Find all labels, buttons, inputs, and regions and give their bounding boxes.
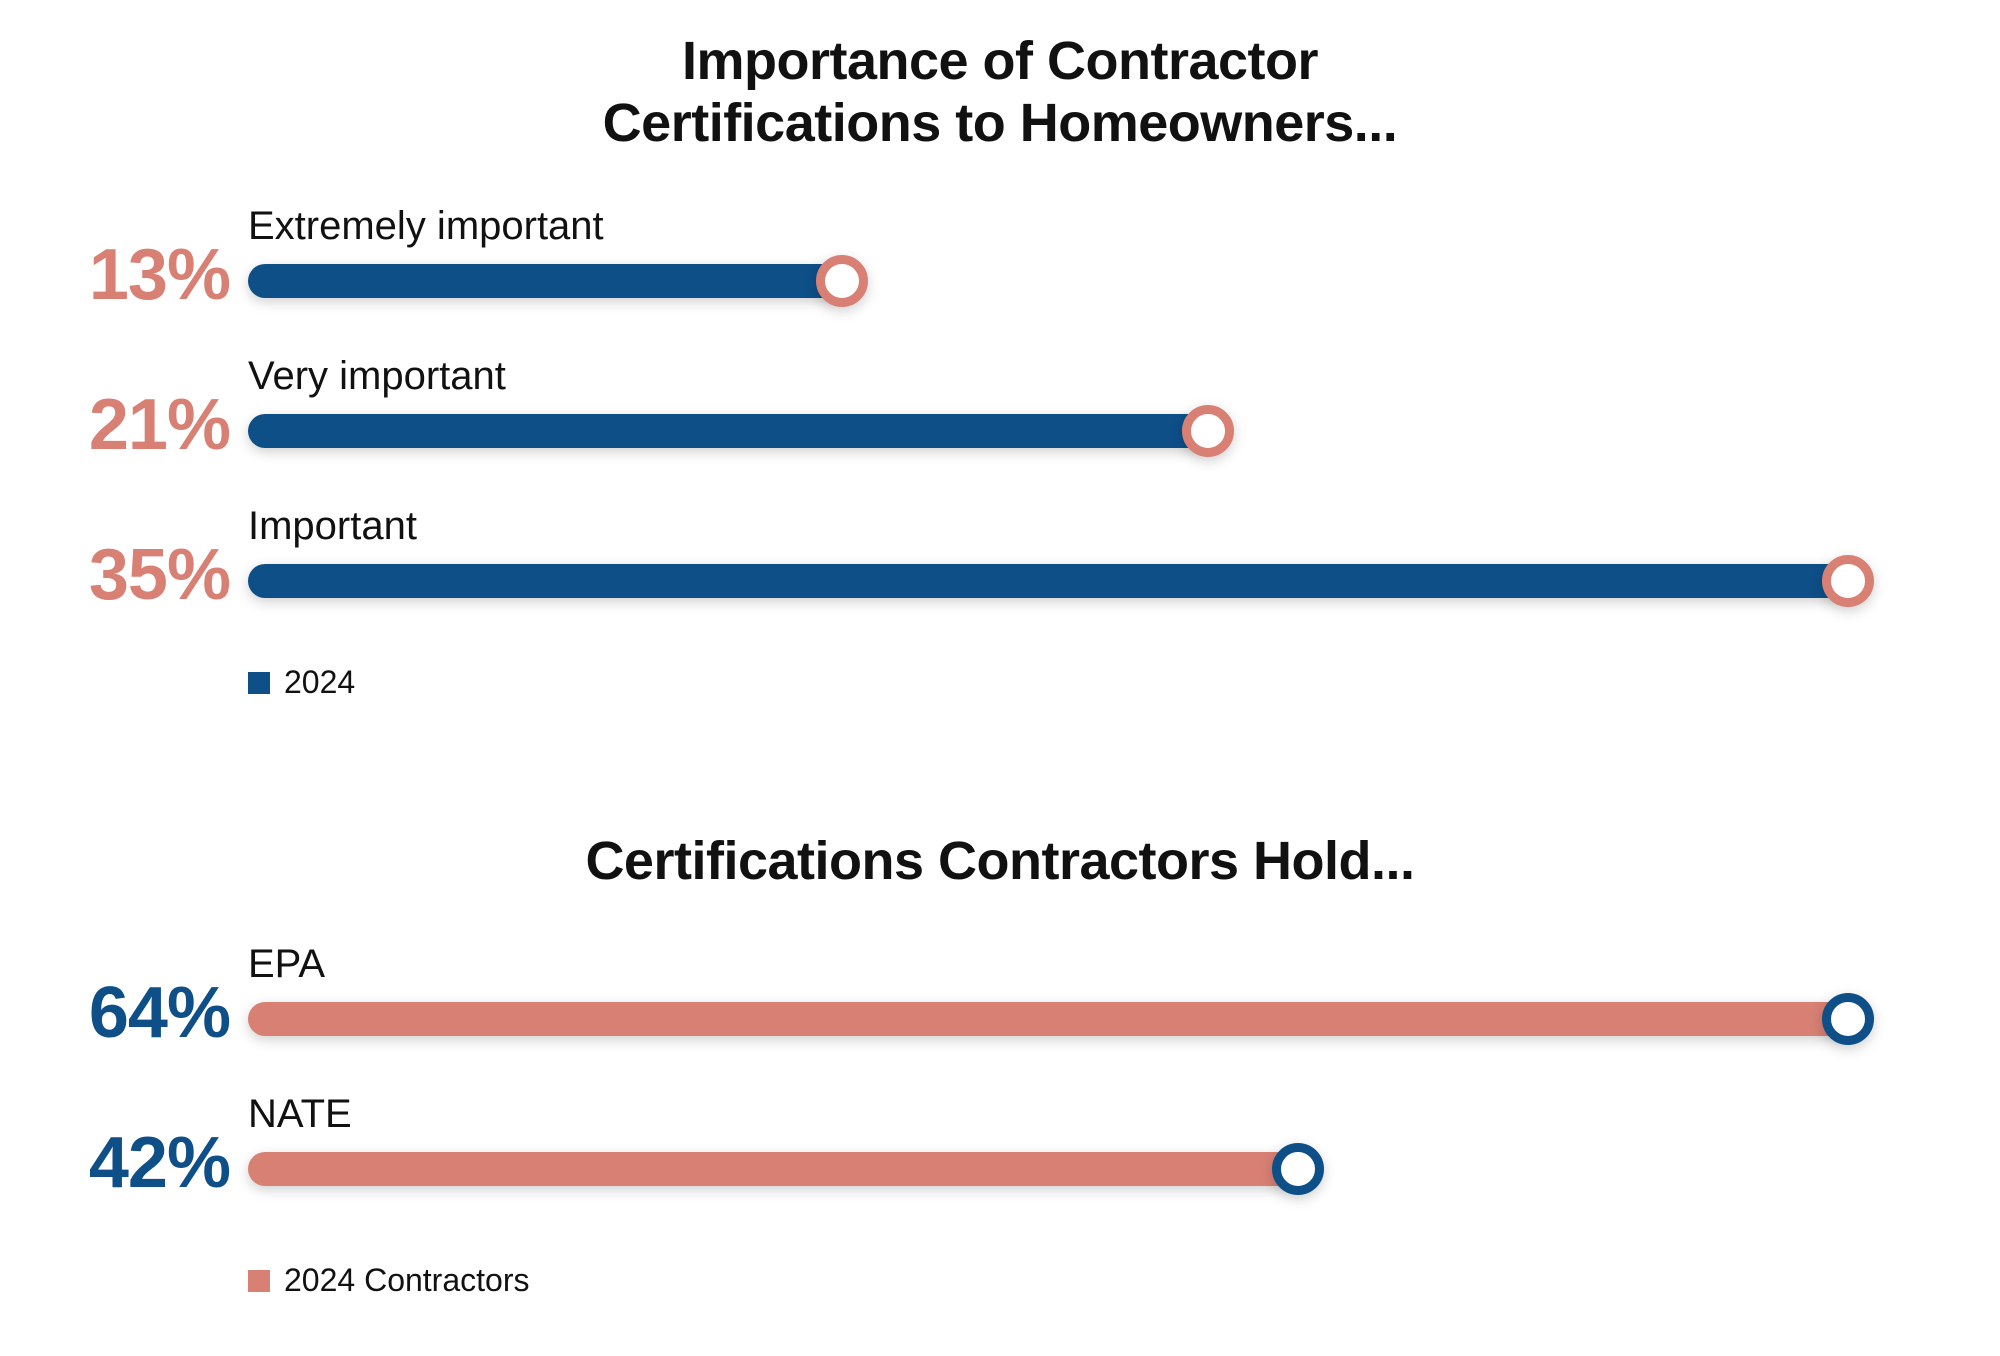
bars-area: 64%EPA42%NATE2024 Contractors (0, 932, 2000, 1232)
bar-end-marker (1822, 993, 1874, 1045)
legend-swatch (248, 672, 270, 694)
bar-row: 42% NATE (0, 1082, 2000, 1232)
bar-end-marker (1182, 405, 1234, 457)
chart-title-line: Importance of Contractor (0, 30, 2000, 92)
bar-row: 64% EPA (0, 932, 2000, 1082)
bar-row: 13% Extremely important (0, 194, 2000, 344)
bar (248, 264, 842, 298)
legend-swatch (248, 1270, 270, 1292)
bar (248, 564, 1848, 598)
legend-label: 2024 Contractors (284, 1262, 529, 1299)
legend: 2024 Contractors (248, 1262, 529, 1299)
percent-label: 42% (0, 1122, 230, 1204)
infographic-canvas: Importance of ContractorCertifications t… (0, 0, 2000, 1356)
bar-end-marker (1272, 1143, 1324, 1195)
bar-row: 35% Important (0, 494, 2000, 644)
legend: 2024 (248, 664, 355, 701)
chart-title: Certifications Contractors Hold... (0, 830, 2000, 892)
bar (248, 414, 1208, 448)
row-label: Extremely important (248, 204, 604, 249)
bar (248, 1002, 1848, 1036)
bar (248, 1152, 1298, 1186)
bar-end-marker (816, 255, 868, 307)
chart-holdings: Certifications Contractors Hold... 64% EPA… (0, 830, 2000, 1232)
percent-label: 35% (0, 534, 230, 616)
chart-importance: Importance of ContractorCertifications t… (0, 30, 2000, 644)
row-label: Very important (248, 354, 506, 399)
chart-title-line: Certifications to Homeowners... (0, 92, 2000, 154)
bar-end-marker (1822, 555, 1874, 607)
percent-label: 21% (0, 384, 230, 466)
chart-title: Importance of ContractorCertifications t… (0, 30, 2000, 154)
percent-label: 13% (0, 234, 230, 316)
bar-row: 21% Very important (0, 344, 2000, 494)
row-label: EPA (248, 942, 325, 987)
bars-area: 13% Extremely important 21% Very important 3… (0, 194, 2000, 644)
legend-label: 2024 (284, 664, 355, 701)
row-label: Important (248, 504, 417, 549)
percent-label: 64% (0, 972, 230, 1054)
row-label: NATE (248, 1092, 352, 1137)
chart-title-line: Certifications Contractors Hold... (0, 830, 2000, 892)
